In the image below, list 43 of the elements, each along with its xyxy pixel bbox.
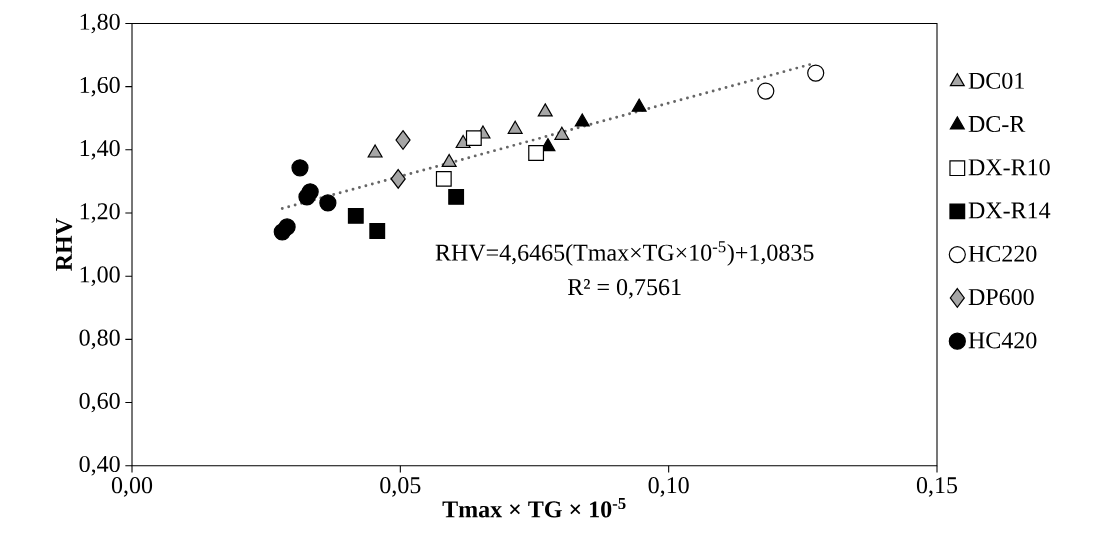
x-tick-label: 0,00	[111, 477, 153, 497]
point	[369, 223, 386, 239]
point	[435, 170, 452, 187]
annotation: R² = 0,7561	[567, 279, 681, 299]
point	[554, 126, 570, 140]
point	[537, 103, 553, 117]
point	[291, 159, 309, 177]
legend-label: DC-R	[968, 115, 1026, 133]
y-tick-label: 1,60	[80, 76, 120, 97]
point	[390, 168, 406, 189]
legend-label: HC220	[968, 245, 1037, 262]
point	[574, 113, 590, 127]
legend-label: DP600	[968, 288, 1034, 306]
y-tick-label: 1,00	[80, 266, 120, 287]
point	[278, 218, 296, 236]
annotation: RHV=4,6465(Tmax×TG×10$^{-5}$)+1,0835	[435, 241, 814, 266]
point	[298, 188, 316, 206]
y-tick-label: 0,60	[79, 392, 120, 413]
x-axis-title: Tmax × TG × 10$^{-5}$	[442, 497, 626, 518]
point	[631, 98, 647, 112]
point	[367, 144, 383, 158]
y-axis-title: RHV	[56, 218, 73, 271]
y-tick-label: 1,20	[80, 203, 120, 223]
legend-label: DX-R14	[968, 202, 1051, 219]
y-tick-label: 1,80	[80, 13, 120, 34]
legend-label: DX-R10	[968, 159, 1050, 176]
point	[395, 130, 411, 150]
y-tick-label: 0,40	[79, 455, 120, 476]
x-tick-label: 0,15	[916, 477, 958, 497]
x-tick-label: 0,10	[648, 477, 689, 497]
point	[441, 153, 457, 168]
point	[528, 145, 545, 161]
point	[455, 134, 471, 149]
legend-label: DC01	[968, 72, 1024, 89]
point	[465, 130, 482, 147]
point	[347, 207, 364, 224]
point	[507, 120, 523, 134]
legend-label: HC420	[968, 332, 1037, 349]
y-tick-label: 1,40	[80, 140, 120, 160]
point	[448, 188, 465, 205]
y-tick-label: 0,80	[79, 329, 120, 350]
x-tick-label: 0,05	[380, 477, 421, 497]
point	[319, 194, 337, 212]
